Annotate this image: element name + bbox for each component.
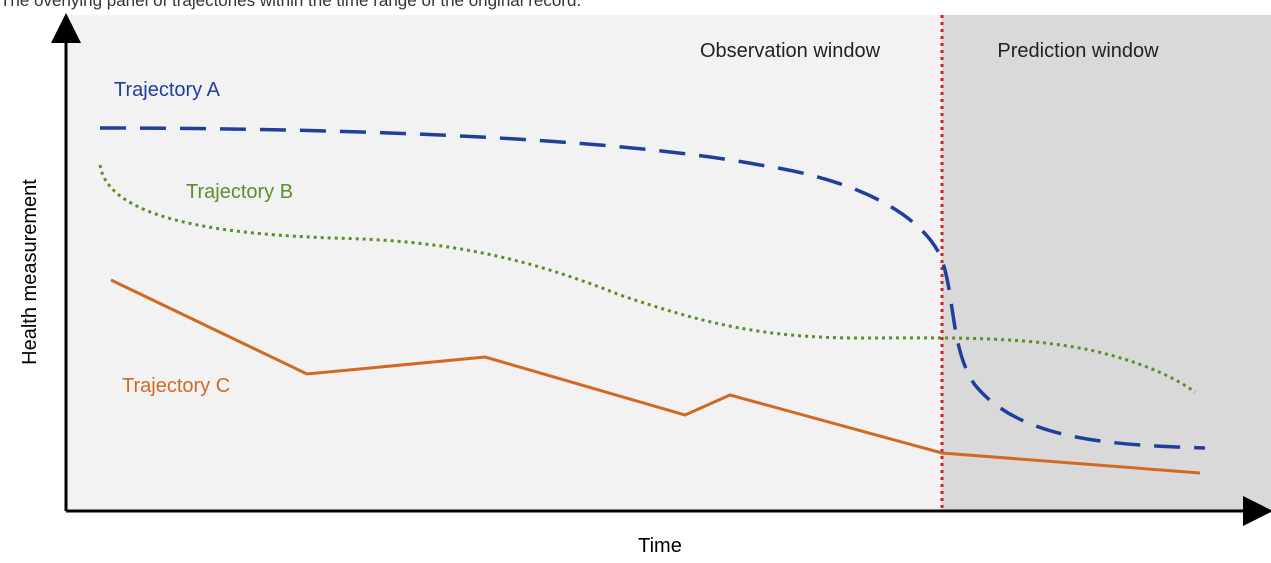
y-axis-label: Health measurement bbox=[19, 179, 41, 365]
trajectory-a-label: Trajectory A bbox=[114, 79, 221, 101]
prediction-window-label: Prediction window bbox=[997, 40, 1159, 62]
figure-caption: The overlying panel of trajectories with… bbox=[0, 0, 581, 10]
trajectory-c-line bbox=[110, 278, 1201, 475]
trajectory-b-label: Trajectory B bbox=[186, 181, 293, 203]
trajectory-c-label: Trajectory C bbox=[122, 375, 230, 397]
trajectory-a-line bbox=[99, 126, 1206, 450]
prediction-window-region bbox=[942, 15, 1271, 511]
observation-window-label: Observation window bbox=[700, 40, 881, 62]
trajectory-b-line bbox=[98, 164, 1196, 394]
observation-window-region bbox=[66, 15, 942, 511]
x-axis-label: Time bbox=[638, 535, 682, 557]
